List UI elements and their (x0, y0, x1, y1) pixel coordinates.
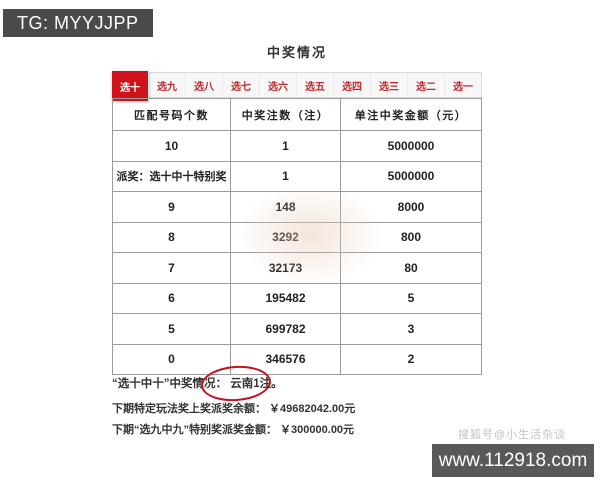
table-row: 5 699782 3 (113, 314, 481, 345)
table-cell: 3292 (231, 222, 341, 252)
table-cell: 5 (113, 314, 231, 344)
tab-xuan-1[interactable]: 选一 (453, 81, 473, 93)
sohu-watermark: 搜狐号@小生活杂谈 (458, 429, 567, 441)
page-title: 中奖情况 (266, 45, 327, 60)
tg-badge: TG: MYYJJPP (3, 9, 153, 37)
table-cell: 346576 (231, 344, 341, 374)
table-row: 8 3292 800 (113, 222, 481, 253)
col-header-match-count: 匹配号码个数 (113, 99, 231, 130)
table-cell: 2 (407, 352, 415, 367)
table-row: 派奖：选十中十特别奖 1 5000000 (113, 161, 481, 192)
table-cell: 1 (231, 131, 341, 161)
table-cell: 148 (231, 192, 341, 222)
tab-xuan-9[interactable]: 选九 (149, 73, 186, 97)
tab-xuan-6[interactable]: 选六 (260, 73, 297, 97)
table-cell: 9 (113, 192, 231, 222)
table-cell: 0 (113, 344, 231, 374)
table-cell: 5 (407, 291, 415, 306)
table-row: 0 346576 2 (113, 344, 481, 374)
table-body: 10 1 5000000 派奖：选十中十特别奖 1 5000000 9 148 8000 8 329… (113, 131, 481, 374)
table-cell: 5000000 (387, 169, 435, 184)
next-draw-balance-line: 下期特定玩法奖上奖派奖余额： ￥49682042.00元 (112, 403, 356, 415)
table-cell: 8 (113, 222, 231, 252)
site-watermark-text: www.112918.com (438, 449, 588, 471)
prize-table: 匹配号码个数 中奖注数（注） 单注中奖金额（元） 10 1 5000000 派奖：选十… (112, 98, 482, 375)
result-summary-prefix: “选十中十”中奖情况： (112, 378, 227, 390)
table-row: 10 1 5000000 (113, 131, 481, 162)
tg-badge-text: TG: MYYJJPP (17, 12, 139, 33)
table-row: 7 32173 80 (113, 253, 481, 284)
tab-xuan-4[interactable]: 选四 (334, 73, 371, 97)
site-watermark-bar: www.112918.com (432, 444, 594, 477)
table-cell: 1 (231, 161, 341, 191)
tab-xuan-2[interactable]: 选二 (408, 73, 445, 97)
col-header-prize-amount: 单注中奖金额（元） (354, 109, 468, 122)
table-cell: 派奖：选十中十特别奖 (113, 161, 231, 191)
tab-xuan-8[interactable]: 选八 (186, 73, 223, 97)
next-draw-special-prize-line: 下期“选九中九”特别奖派奖金额： ￥300000.00元 (112, 424, 355, 436)
table-cell: 195482 (231, 283, 341, 313)
table-cell: 800 (400, 230, 422, 245)
table-cell: 10 (113, 131, 231, 161)
result-summary-line: “选十中十”中奖情况： 云南1注。 (112, 375, 283, 391)
table-row: 9 148 8000 (113, 192, 481, 223)
tab-xuan-7[interactable]: 选七 (223, 73, 260, 97)
table-cell: 3 (407, 321, 415, 336)
tab-xuan-3[interactable]: 选三 (371, 73, 408, 97)
table-header-row: 匹配号码个数 中奖注数（注） 单注中奖金额（元） (113, 99, 481, 131)
tabs: 选十 选九 选八 选七 选六 选五 选四 选三 选二 选一 (112, 71, 482, 101)
tab-xuan-5[interactable]: 选五 (297, 73, 334, 97)
table-row: 6 195482 5 (113, 283, 481, 314)
table-cell: 32173 (231, 253, 341, 283)
table-cell: 80 (404, 260, 418, 275)
table-cell: 5000000 (387, 138, 435, 153)
result-summary-highlight: 云南1注。 (230, 378, 283, 390)
table-cell: 7 (113, 253, 231, 283)
table-cell: 6 (113, 283, 231, 313)
table-cell: 8000 (397, 199, 425, 214)
tab-xuan-10[interactable]: 选十 (112, 71, 149, 101)
col-header-winning-bets: 中奖注数（注） (231, 99, 341, 130)
table-cell: 699782 (231, 314, 341, 344)
